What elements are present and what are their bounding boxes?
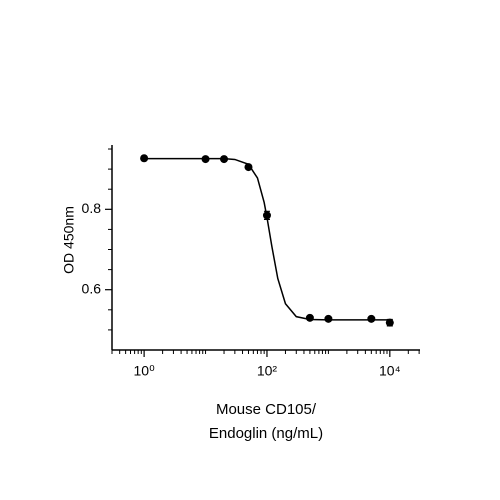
x-tick-label: 10² xyxy=(257,363,278,379)
x-axis-label: Mouse CD105/ xyxy=(216,401,317,418)
y-tick-label: 0.8 xyxy=(82,200,102,216)
y-tick-label: 0.6 xyxy=(82,280,102,296)
point xyxy=(305,313,314,322)
x-axis-label: Endoglin (ng/mL) xyxy=(209,425,323,442)
x-tick-label: 10⁰ xyxy=(134,363,156,379)
point xyxy=(385,318,394,327)
point xyxy=(244,163,253,172)
point xyxy=(367,314,376,323)
y-axis-label: OD 450nm xyxy=(61,206,77,274)
point xyxy=(324,314,333,323)
fit-curve xyxy=(144,157,390,321)
x-tick-label: 10⁴ xyxy=(379,363,401,379)
